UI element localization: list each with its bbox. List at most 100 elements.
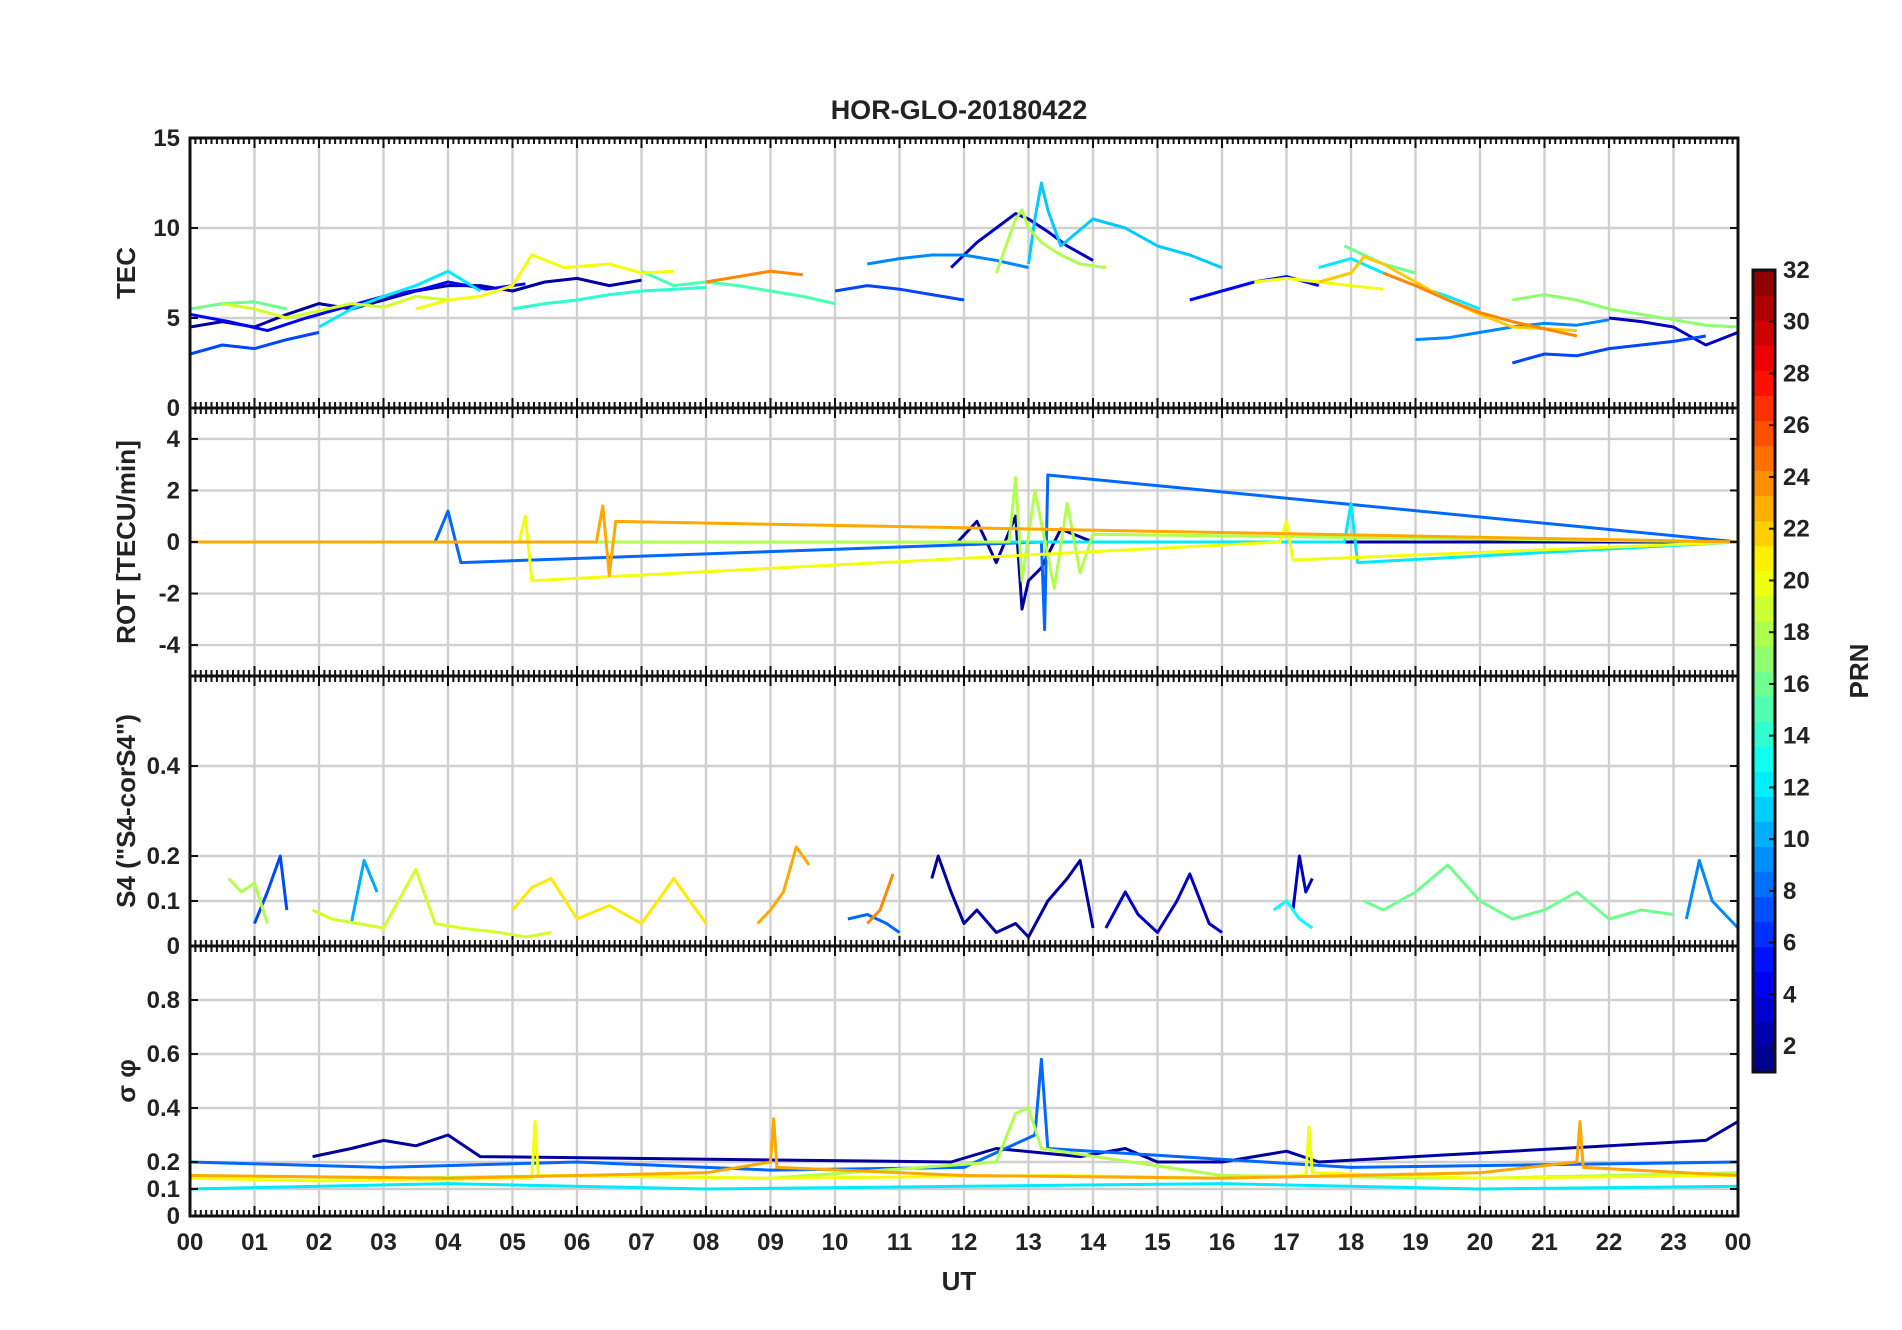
colorbar-segment	[1753, 345, 1775, 371]
series-line-prn-12	[318, 269, 482, 329]
x-tick-label: 09	[757, 1229, 784, 1256]
series-line-prn-23	[190, 1117, 1738, 1180]
series-line-prn-2	[930, 854, 1095, 939]
series-line-prn-7	[834, 284, 965, 302]
series-line-prn-17	[1512, 293, 1738, 329]
x-tick-label: 15	[1144, 1229, 1171, 1256]
colorbar-tick-label: 8	[1783, 878, 1796, 905]
y-axis-title: TEC	[111, 247, 141, 299]
series-line-prn-10	[349, 859, 379, 924]
colorbar-segment	[1753, 645, 1775, 672]
series-line-prn-24	[1382, 271, 1578, 338]
x-tick-label: 03	[370, 1229, 397, 1256]
panel-tec: 0 5 10 15 TEC	[111, 125, 1740, 422]
x-axis-title: UT	[942, 1266, 977, 1296]
colorbar-frame	[1751, 268, 1777, 1074]
colorbar-tick-label: 2	[1783, 1033, 1796, 1060]
series-line-prn-3	[1104, 872, 1223, 934]
colorbar-tick-label: 6	[1783, 930, 1796, 957]
series-line-prn-11	[1027, 181, 1223, 269]
colorbar-segment	[1753, 796, 1775, 822]
colorbar-segment	[1753, 771, 1775, 797]
panel-sigma_phi: 00.10.2 0.4 0.6 0.8 σ φ 00 01 02 03 04 05 06 07 08 09 1…	[111, 944, 1751, 1256]
colorbar-segment	[1753, 721, 1775, 747]
colorbar-segment	[1753, 896, 1775, 923]
x-tick-label: 18	[1338, 1229, 1365, 1256]
y-tick-label: 4	[167, 426, 181, 453]
colorbar-tick-label: 18	[1783, 619, 1810, 646]
x-tick-label: 22	[1596, 1229, 1623, 1256]
series-group	[190, 1057, 1738, 1191]
colorbar-label: PRN	[1844, 644, 1874, 699]
y-tick-label: 0	[167, 933, 180, 960]
x-tick-label: 13	[1015, 1229, 1042, 1256]
colorbar-tick-label: 20	[1783, 567, 1810, 594]
y-tick-label: 0	[167, 529, 180, 556]
x-tick-label: 23	[1660, 1229, 1687, 1256]
series-group	[190, 181, 1738, 365]
x-tick-label: 14	[1080, 1229, 1107, 1256]
series-line-prn-24	[705, 269, 803, 284]
y-tick-label: -4	[159, 632, 181, 659]
series-line-prn-18	[227, 877, 269, 924]
y-axis-title: ROT [TECU/min]	[111, 440, 141, 644]
series-group	[227, 845, 1738, 939]
colorbar-segment	[1753, 370, 1775, 396]
colorbar-segment	[1753, 996, 1775, 1023]
colorbar-segment	[1753, 671, 1775, 697]
series-line-prn-9	[867, 253, 1029, 270]
colorbar-segment	[1753, 595, 1775, 622]
y-tick-label: 0	[167, 395, 180, 422]
colorbar-segment	[1753, 871, 1775, 898]
y-tick-label: 0.8	[147, 987, 180, 1014]
colorbar-segment	[1753, 320, 1775, 346]
y-tick-label: 0.1	[147, 1176, 180, 1203]
colorbar-tick-label: 12	[1783, 774, 1810, 801]
x-tick-label: 05	[499, 1229, 526, 1256]
series-line-prn-23	[190, 504, 1738, 577]
colorbar-segment	[1753, 545, 1775, 572]
series-line-prn-2	[312, 1120, 1738, 1164]
x-tick-label: 21	[1531, 1229, 1558, 1256]
series-line-prn-24	[866, 873, 895, 925]
x-tick-label: 16	[1209, 1229, 1236, 1256]
x-tick-label: 12	[951, 1229, 978, 1256]
series-line-prn-13	[1272, 899, 1314, 930]
series-line-prn-21	[511, 877, 708, 925]
colorbar-tick-label: 26	[1783, 412, 1810, 439]
y-axis-title: S4 ("S4-corS4")	[111, 714, 141, 908]
colorbar-segment	[1753, 420, 1775, 447]
colorbar-segment	[1753, 570, 1775, 597]
colorbar-segment	[1753, 946, 1775, 973]
series-line-prn-5	[190, 280, 526, 333]
y-tick-label: -2	[159, 581, 180, 608]
series-line-prn-19	[222, 294, 449, 320]
colorbar-segment	[1753, 1046, 1775, 1073]
series-line-prn-15	[640, 269, 836, 306]
series-line-prn-20	[1254, 276, 1384, 291]
series-line-prn-19	[311, 868, 552, 939]
chart-title: HOR-GLO-20180422	[831, 95, 1088, 125]
x-tick-label: 19	[1402, 1229, 1429, 1256]
colorbar-segment	[1753, 270, 1775, 296]
colorbar-tick-label: 24	[1783, 464, 1810, 491]
y-tick-label: 0.1	[147, 888, 180, 915]
colorbar-segment	[1753, 520, 1775, 547]
panel-rot: -4 -2 0 2 4 ROT [TECU/min]	[111, 406, 1740, 678]
y-tick-label: 15	[153, 125, 180, 152]
x-tick-label: 10	[822, 1229, 849, 1256]
series-line-prn-8	[847, 913, 901, 934]
y-tick-label: 10	[153, 215, 180, 242]
colorbar-segment	[1753, 1021, 1775, 1048]
y-tick-label: 0.4	[147, 753, 181, 780]
panel-frame	[188, 944, 1740, 1218]
colorbar-tick-label: 28	[1783, 360, 1810, 387]
x-tick-label: 08	[693, 1229, 720, 1256]
y-axis-title: σ φ	[111, 1059, 141, 1103]
series-line-prn-3	[1291, 854, 1314, 911]
series-line-prn-22	[1318, 255, 1577, 333]
x-tick-label: 20	[1467, 1229, 1494, 1256]
x-tick-label: 01	[241, 1229, 268, 1256]
